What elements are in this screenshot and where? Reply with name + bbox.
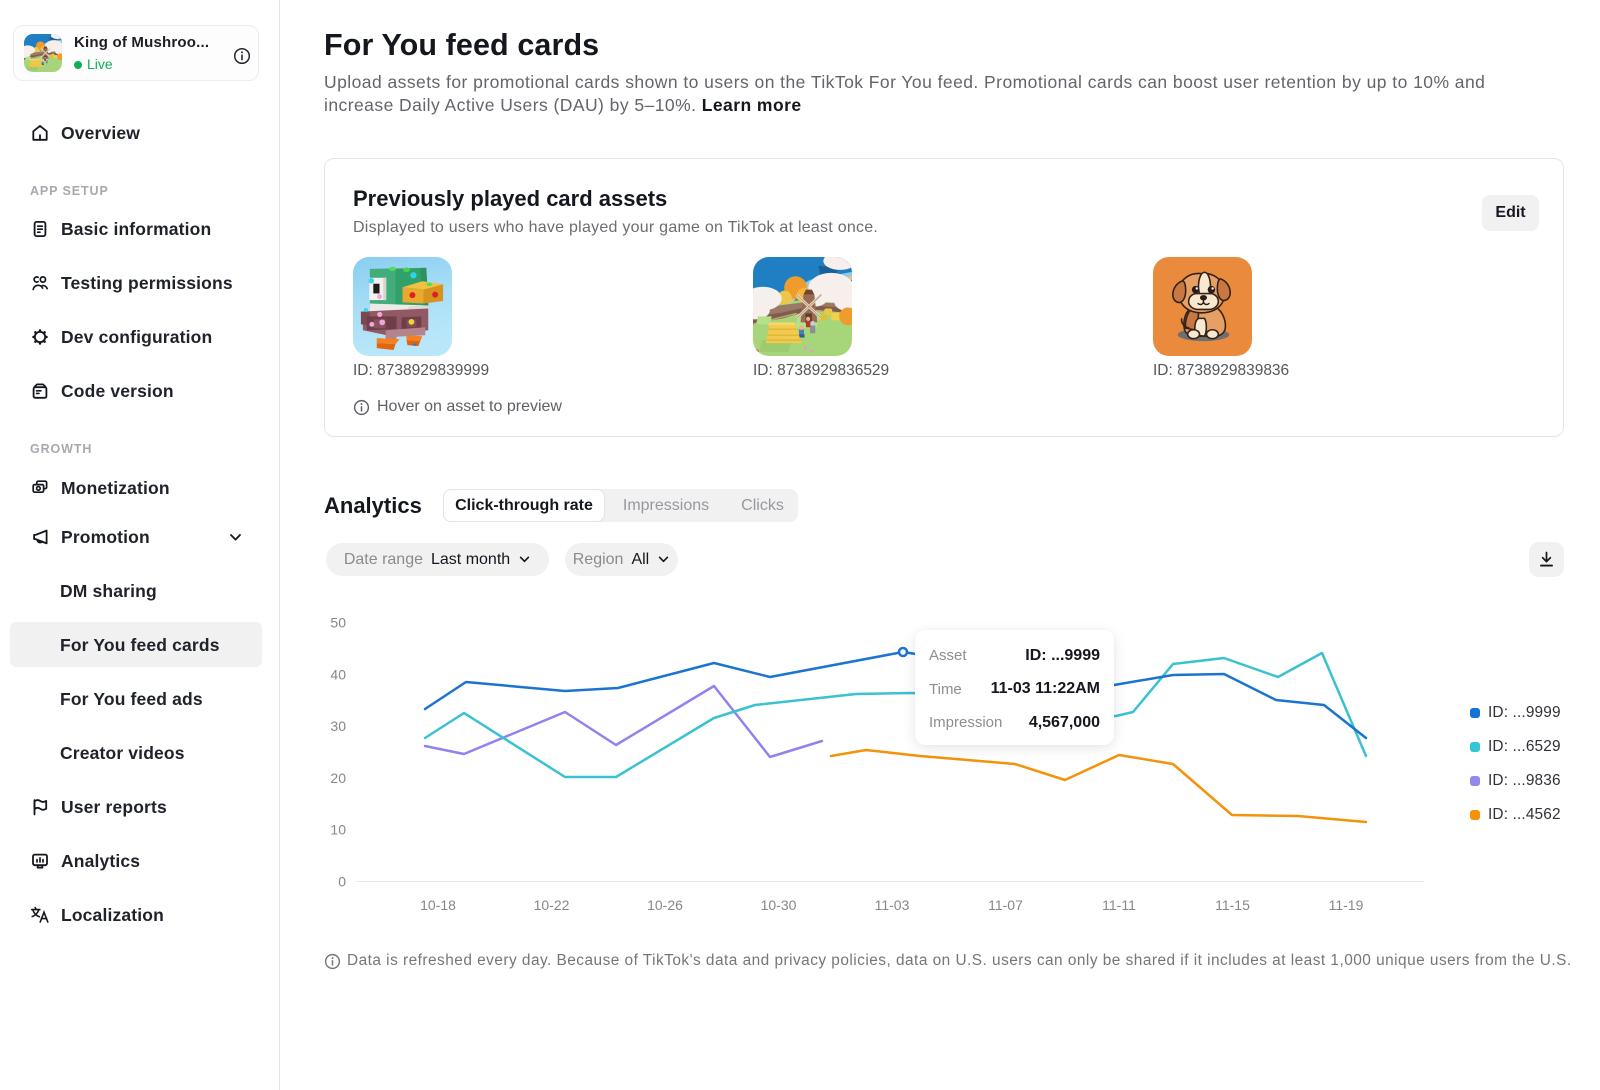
svg-text:11-15: 11-15 [1215,897,1250,913]
svg-text:0: 0 [338,874,346,890]
svg-text:11-11: 11-11 [1102,897,1136,913]
svg-text:10-30: 10-30 [761,897,797,913]
svg-text:10-18: 10-18 [420,897,456,913]
svg-text:40: 40 [330,666,346,682]
svg-text:10-22: 10-22 [534,897,570,913]
svg-text:20: 20 [330,770,346,786]
svg-text:30: 30 [330,718,346,734]
svg-text:11-07: 11-07 [988,897,1023,913]
svg-text:11-03: 11-03 [875,897,910,913]
svg-text:50: 50 [330,615,346,631]
svg-text:10: 10 [330,822,346,838]
svg-text:11-19: 11-19 [1329,897,1364,913]
svg-text:10-26: 10-26 [647,897,683,913]
